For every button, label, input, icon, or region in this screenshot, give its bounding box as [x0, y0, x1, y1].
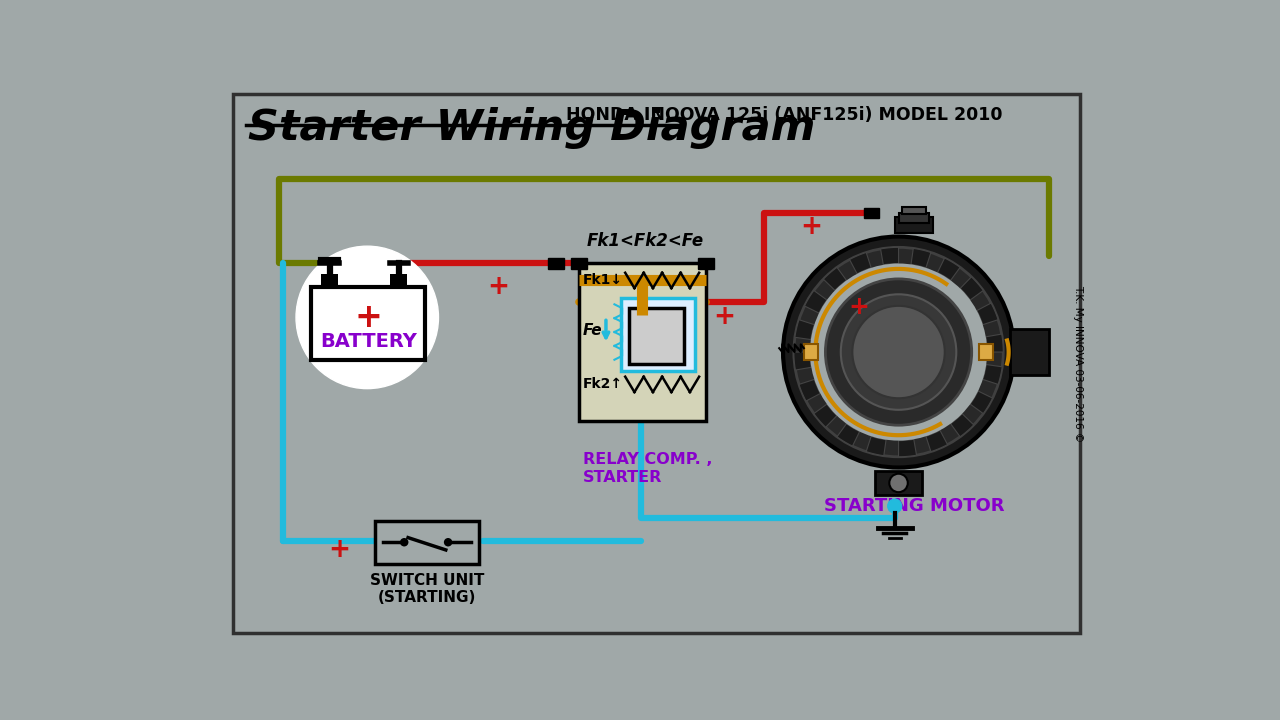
Bar — [1010, 329, 1048, 375]
Bar — [902, 207, 925, 215]
Circle shape — [888, 499, 901, 513]
Circle shape — [841, 294, 956, 410]
Polygon shape — [850, 253, 872, 274]
Polygon shape — [837, 423, 860, 446]
Text: Fe: Fe — [582, 323, 603, 338]
Polygon shape — [925, 431, 947, 451]
Polygon shape — [951, 414, 974, 437]
Circle shape — [826, 279, 972, 426]
Polygon shape — [823, 267, 846, 290]
Polygon shape — [867, 436, 886, 456]
Text: RELAY COMP. ,
STARTER: RELAY COMP. , STARTER — [582, 452, 713, 485]
Polygon shape — [937, 258, 960, 280]
Bar — [579, 264, 707, 421]
Polygon shape — [881, 248, 899, 265]
Polygon shape — [794, 352, 812, 370]
Bar — [311, 287, 425, 360]
Bar — [979, 344, 993, 360]
Circle shape — [783, 237, 1014, 467]
Bar — [621, 298, 695, 372]
Text: +: + — [488, 274, 509, 300]
Polygon shape — [960, 277, 983, 300]
Text: HONDA INOOVA 125i (ANF125i) MODEL 2010: HONDA INOOVA 125i (ANF125i) MODEL 2010 — [554, 107, 1002, 125]
Text: T.K. My INNOVA 03-06-2016 ©: T.K. My INNOVA 03-06-2016 © — [1073, 285, 1083, 442]
Text: +: + — [713, 305, 735, 330]
Text: Fk1↓: Fk1↓ — [582, 274, 623, 287]
Polygon shape — [795, 320, 814, 340]
Bar — [864, 209, 879, 218]
Bar — [548, 258, 563, 269]
Circle shape — [794, 248, 1004, 456]
Text: +: + — [328, 537, 349, 563]
Text: STARTING MOTOR: STARTING MOTOR — [824, 497, 1005, 515]
Text: SWITCH UNIT
(STARTING): SWITCH UNIT (STARTING) — [370, 573, 484, 606]
Circle shape — [890, 474, 908, 492]
Bar — [390, 274, 407, 287]
Bar — [804, 344, 818, 360]
Polygon shape — [805, 290, 827, 313]
Bar — [876, 472, 922, 495]
Polygon shape — [977, 303, 998, 325]
Circle shape — [810, 264, 987, 441]
Polygon shape — [986, 334, 1004, 352]
Text: +: + — [355, 301, 383, 334]
Bar — [571, 258, 586, 269]
Bar — [321, 274, 338, 287]
Bar — [375, 521, 479, 564]
Polygon shape — [899, 439, 916, 456]
Text: +: + — [800, 214, 823, 240]
Text: Fk1<Fk2<Fe: Fk1<Fk2<Fe — [586, 232, 704, 250]
Text: Fk2↑: Fk2↑ — [582, 377, 623, 392]
Circle shape — [399, 538, 408, 546]
Polygon shape — [799, 379, 820, 401]
Polygon shape — [970, 391, 992, 413]
Bar — [900, 212, 928, 223]
Text: Starter Wiring Diagram: Starter Wiring Diagram — [248, 107, 815, 149]
Text: BATTERY: BATTERY — [320, 332, 417, 351]
Polygon shape — [983, 364, 1002, 384]
Circle shape — [444, 538, 452, 546]
Bar — [895, 217, 933, 233]
Ellipse shape — [296, 246, 439, 389]
Circle shape — [852, 306, 945, 398]
Polygon shape — [814, 404, 837, 427]
Bar — [628, 308, 685, 364]
Bar — [699, 258, 714, 269]
Text: +: + — [849, 295, 869, 320]
Polygon shape — [911, 248, 931, 268]
